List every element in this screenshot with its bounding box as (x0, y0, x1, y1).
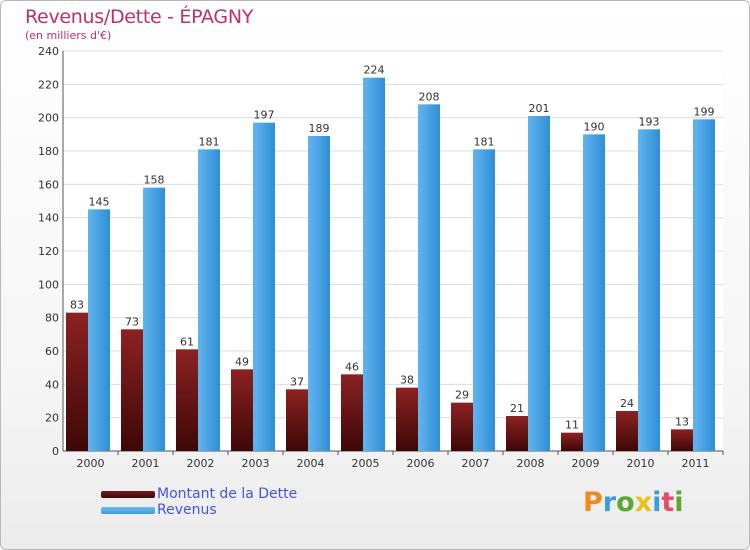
bar-revenus (638, 129, 660, 452)
bar-dette (616, 411, 638, 451)
x-tick-label: 2006 (407, 457, 435, 470)
x-tick-label: 2004 (297, 457, 325, 470)
bar-dette (286, 389, 308, 451)
bar-dette (121, 329, 143, 451)
bar-revenus (198, 149, 220, 452)
x-tick-label: 2007 (462, 457, 490, 470)
data-label-revenus: 201 (529, 102, 550, 115)
x-tick-label: 2011 (682, 457, 710, 470)
y-tick-label: 80 (45, 312, 59, 325)
legend-item-dette: Montant de la Dette (101, 486, 297, 502)
data-label-dette: 61 (180, 335, 194, 348)
bar-dette (176, 349, 198, 451)
x-tick-label: 2008 (517, 457, 545, 470)
data-label-dette: 83 (70, 299, 84, 312)
data-label-dette: 13 (675, 415, 689, 428)
data-label-dette: 29 (455, 389, 469, 402)
logo-letter: x (634, 487, 653, 518)
logo-letter: P (583, 487, 603, 518)
bar-dette (396, 387, 418, 451)
y-tick-label: 20 (45, 412, 59, 425)
data-label-revenus: 190 (584, 120, 605, 133)
bar-dette (231, 369, 253, 451)
y-tick-label: 40 (45, 378, 59, 391)
bar-revenus (473, 149, 495, 452)
data-label-revenus: 189 (309, 122, 330, 135)
bar-dette (671, 429, 693, 451)
bar-dette (451, 402, 473, 451)
y-tick-label: 180 (38, 145, 59, 158)
legend-item-revenus: Revenus (101, 502, 297, 518)
data-label-revenus: 197 (254, 109, 275, 122)
data-label-dette: 24 (620, 397, 634, 410)
data-label-revenus: 193 (639, 115, 660, 128)
logo-letter: t (661, 487, 675, 518)
logo-letter: o (616, 487, 635, 518)
legend-swatch-dette (101, 490, 155, 498)
data-label-dette: 49 (235, 355, 249, 368)
data-label-revenus: 145 (89, 195, 110, 208)
data-label-dette: 21 (510, 402, 524, 415)
bar-revenus (583, 134, 605, 452)
data-label-dette: 73 (125, 315, 139, 328)
bar-revenus (418, 104, 440, 451)
data-label-revenus: 199 (694, 105, 715, 118)
legend-swatch-revenus (101, 506, 155, 514)
bar-revenus (88, 209, 110, 451)
legend: Montant de la Dette Revenus (101, 486, 297, 518)
data-label-revenus: 181 (474, 135, 495, 148)
x-tick-label: 2001 (132, 457, 160, 470)
y-tick-label: 0 (52, 445, 59, 458)
data-label-revenus: 181 (199, 135, 220, 148)
legend-label-dette: Montant de la Dette (157, 486, 298, 502)
bar-revenus (308, 136, 330, 451)
y-tick-label: 120 (38, 245, 59, 258)
bar-revenus (143, 187, 165, 451)
logo-letter: i (652, 487, 662, 518)
x-tick-label: 2003 (242, 457, 270, 470)
y-tick-label: 60 (45, 345, 59, 358)
bar-revenus (253, 122, 275, 452)
y-tick-label: 220 (38, 78, 59, 91)
y-tick-label: 160 (38, 178, 59, 191)
proxiti-logo: Proxiti (583, 487, 684, 518)
chart-title: Revenus/Dette - ÉPAGNY (25, 6, 254, 28)
bar-dette (341, 374, 363, 451)
bar-dette (66, 312, 88, 451)
logo-letter: r (602, 487, 617, 518)
logo-letter: i (674, 487, 684, 518)
bar-revenus (528, 116, 550, 451)
chart-subtitle: (en milliers d'€) (25, 29, 112, 42)
y-tick-label: 240 (38, 45, 59, 58)
x-tick-label: 2010 (627, 457, 655, 470)
y-tick-label: 140 (38, 212, 59, 225)
data-label-dette: 37 (290, 375, 304, 388)
data-label-revenus: 224 (364, 64, 385, 77)
x-tick-label: 2000 (77, 457, 105, 470)
legend-label-revenus: Revenus (157, 502, 217, 518)
bar-revenus (363, 77, 385, 452)
data-label-revenus: 208 (419, 90, 440, 103)
data-label-dette: 11 (565, 419, 579, 432)
bar-revenus (693, 119, 715, 451)
y-tick-label: 100 (38, 278, 59, 291)
x-tick-label: 2009 (572, 457, 600, 470)
bar-dette (506, 416, 528, 451)
x-tick-label: 2002 (187, 457, 215, 470)
x-tick-label: 2005 (352, 457, 380, 470)
data-label-dette: 38 (400, 374, 414, 387)
bar-dette (561, 432, 583, 451)
data-label-dette: 46 (345, 360, 359, 373)
data-label-revenus: 158 (144, 174, 165, 187)
y-tick-label: 200 (38, 112, 59, 125)
